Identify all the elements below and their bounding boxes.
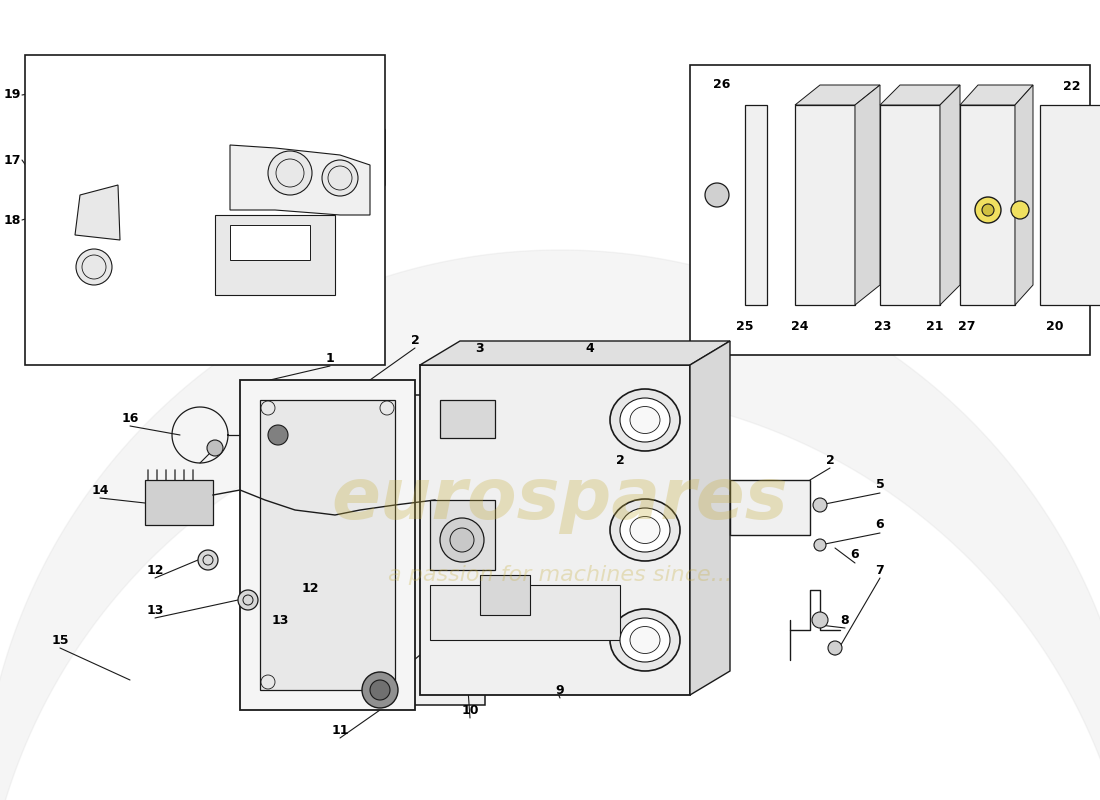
Circle shape <box>198 550 218 570</box>
Text: 15: 15 <box>52 634 68 646</box>
Circle shape <box>1011 201 1028 219</box>
Text: 10: 10 <box>461 703 478 717</box>
Circle shape <box>814 539 826 551</box>
Text: 7: 7 <box>876 563 884 577</box>
Polygon shape <box>795 85 880 105</box>
Polygon shape <box>690 341 730 695</box>
Bar <box>430 500 495 570</box>
Ellipse shape <box>630 406 660 434</box>
Bar <box>480 575 530 615</box>
Bar <box>25 55 385 365</box>
Text: 13: 13 <box>272 614 288 626</box>
Circle shape <box>440 518 484 562</box>
Circle shape <box>207 440 223 456</box>
Polygon shape <box>880 105 940 305</box>
Polygon shape <box>1040 105 1100 305</box>
Text: 2: 2 <box>826 454 835 466</box>
Polygon shape <box>75 185 120 240</box>
Text: 5: 5 <box>876 478 884 491</box>
Ellipse shape <box>610 609 680 671</box>
Polygon shape <box>745 105 767 305</box>
Text: 22: 22 <box>1064 81 1080 94</box>
Text: 21: 21 <box>926 321 944 334</box>
Circle shape <box>238 590 258 610</box>
Text: 19: 19 <box>3 89 21 102</box>
Circle shape <box>370 680 390 700</box>
Text: 14: 14 <box>91 483 109 497</box>
Text: 11: 11 <box>331 723 349 737</box>
Bar <box>214 215 336 295</box>
Ellipse shape <box>610 389 680 451</box>
Text: 4: 4 <box>585 342 594 354</box>
Text: 6: 6 <box>850 549 859 562</box>
Bar <box>440 400 495 438</box>
Ellipse shape <box>610 499 680 561</box>
Ellipse shape <box>630 626 660 654</box>
Text: 2: 2 <box>410 334 419 346</box>
Text: 13: 13 <box>146 603 164 617</box>
Polygon shape <box>1015 85 1033 305</box>
Circle shape <box>379 675 394 689</box>
Text: 8: 8 <box>840 614 849 626</box>
Text: 9: 9 <box>556 683 564 697</box>
Polygon shape <box>960 105 1015 305</box>
Polygon shape <box>795 105 855 305</box>
Text: 12: 12 <box>146 563 164 577</box>
Circle shape <box>76 249 112 285</box>
Polygon shape <box>230 145 370 215</box>
Text: 16: 16 <box>121 411 139 425</box>
Text: 2: 2 <box>616 454 625 466</box>
Circle shape <box>982 204 994 216</box>
Text: 24: 24 <box>791 321 808 334</box>
Text: 12: 12 <box>301 582 319 594</box>
Text: 3: 3 <box>475 342 484 354</box>
Polygon shape <box>420 341 730 365</box>
Polygon shape <box>960 85 1033 105</box>
Text: 27: 27 <box>958 321 976 334</box>
Circle shape <box>261 675 275 689</box>
Circle shape <box>975 197 1001 223</box>
Circle shape <box>268 425 288 445</box>
Polygon shape <box>420 365 690 695</box>
Polygon shape <box>855 85 880 305</box>
Circle shape <box>705 183 729 207</box>
Bar <box>145 480 213 525</box>
Circle shape <box>812 612 828 628</box>
Text: eurospares: eurospares <box>331 466 789 534</box>
Text: 26: 26 <box>713 78 730 91</box>
Polygon shape <box>320 395 485 705</box>
Circle shape <box>450 528 474 552</box>
Text: 1: 1 <box>326 351 334 365</box>
Bar <box>690 65 1090 355</box>
Bar <box>730 480 810 535</box>
Polygon shape <box>260 400 395 690</box>
Text: 23: 23 <box>874 321 892 334</box>
Ellipse shape <box>620 618 670 662</box>
Polygon shape <box>880 85 960 105</box>
Ellipse shape <box>630 517 660 543</box>
Circle shape <box>813 498 827 512</box>
Circle shape <box>268 151 312 195</box>
Text: a passion for machines since...: a passion for machines since... <box>388 565 733 585</box>
Text: 17: 17 <box>3 154 21 166</box>
Ellipse shape <box>620 508 670 552</box>
Polygon shape <box>940 85 960 305</box>
Circle shape <box>362 672 398 708</box>
Circle shape <box>828 641 842 655</box>
Text: 20: 20 <box>1046 321 1064 334</box>
Polygon shape <box>240 380 415 710</box>
Bar <box>430 585 620 640</box>
Bar <box>230 225 310 260</box>
Text: 25: 25 <box>736 321 754 334</box>
Circle shape <box>261 401 275 415</box>
Circle shape <box>322 160 358 196</box>
Circle shape <box>379 401 394 415</box>
Ellipse shape <box>620 398 670 442</box>
Text: 18: 18 <box>3 214 21 226</box>
Text: 6: 6 <box>876 518 884 531</box>
